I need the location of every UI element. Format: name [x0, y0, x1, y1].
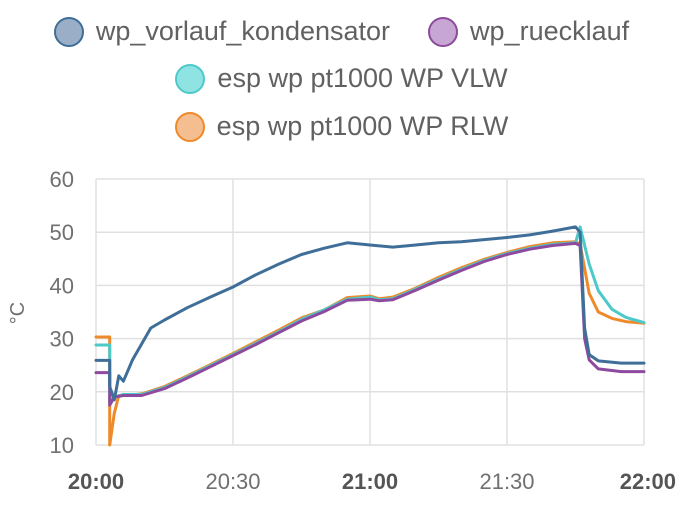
- x-tick-label: 20:00: [68, 469, 124, 494]
- legend-item-wp-vorlauf-kondensator[interactable]: wp_vorlauf_kondensator: [53, 16, 391, 47]
- x-tick-label: 20:30: [205, 469, 260, 494]
- legend-swatch-icon: [175, 63, 206, 94]
- x-tick-label: 21:30: [479, 469, 534, 494]
- y-tick-label: 60: [50, 167, 74, 192]
- series-line-wp-vorlauf-kondensator: [94, 225, 646, 402]
- y-tick-label: 50: [50, 220, 74, 245]
- x-tick-label: 21:00: [342, 469, 398, 494]
- legend-item-esp-wp-pt1000-vlw[interactable]: esp wp pt1000 WP VLW: [175, 63, 508, 94]
- legend-swatch-icon: [428, 16, 459, 47]
- x-tick-label: 22:00: [620, 469, 676, 494]
- chart-series: [94, 225, 646, 447]
- y-tick-label: 10: [50, 433, 74, 458]
- legend-item-wp-ruecklauf[interactable]: wp_ruecklauf: [428, 16, 629, 47]
- legend-row-2: esp wp pt1000 WP VLW: [0, 63, 683, 94]
- legend-label: wp_ruecklauf: [470, 16, 630, 46]
- y-tick-label: 30: [50, 327, 74, 352]
- chart-legend: wp_vorlauf_kondensator wp_ruecklauf esp …: [0, 0, 683, 160]
- legend-item-esp-wp-pt1000-rlw[interactable]: esp wp pt1000 WP RLW: [174, 111, 509, 142]
- legend-swatch-icon: [174, 111, 205, 142]
- y-tick-label: 40: [50, 273, 74, 298]
- y-axis-label: °C: [7, 302, 29, 324]
- y-tick-label: 20: [50, 380, 74, 405]
- legend-label: wp_vorlauf_kondensator: [95, 16, 391, 46]
- legend-row-3: esp wp pt1000 WP RLW: [0, 111, 683, 142]
- x-axis-ticks: 20:00 20:30 21:00 21:30 22:00: [68, 469, 676, 494]
- chart-grid: [95, 178, 645, 446]
- legend-row-1: wp_vorlauf_kondensator wp_ruecklauf: [0, 16, 683, 47]
- legend-label: esp wp pt1000 WP VLW: [217, 63, 508, 93]
- legend-swatch-icon: [53, 16, 84, 47]
- legend-label: esp wp pt1000 WP RLW: [216, 111, 509, 141]
- y-axis-ticks: 10 20 30 40 50 60: [50, 167, 74, 458]
